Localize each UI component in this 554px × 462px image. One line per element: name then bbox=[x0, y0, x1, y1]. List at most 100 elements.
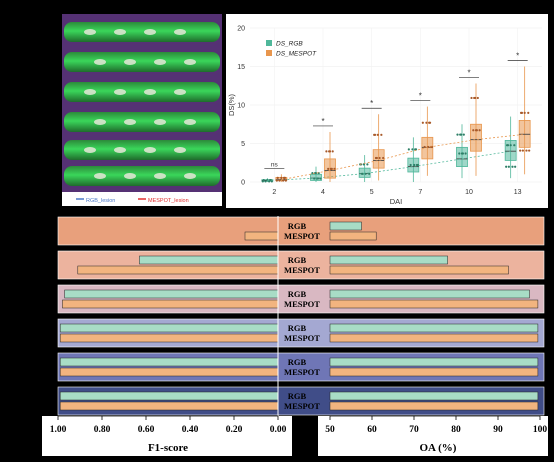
oa-tick-label: 90 bbox=[493, 425, 503, 435]
lesion bbox=[184, 59, 196, 65]
box-plot: 0 5 10 15 20 2 4 5 7 10 13 DAI DS(%) ns * * * * * DS_RGB D… bbox=[226, 14, 548, 208]
y-tick-label: 20 bbox=[237, 26, 245, 33]
row-label-rgb: RGB bbox=[288, 357, 307, 367]
data-point bbox=[523, 111, 526, 114]
lesion bbox=[84, 29, 96, 35]
trend-line bbox=[267, 150, 511, 181]
f1-tick-label: 1.00 bbox=[50, 425, 67, 435]
oa-bar-rgb bbox=[329, 221, 362, 231]
data-point bbox=[284, 179, 287, 182]
photo-legend-mespot: MESPOT_lesion bbox=[138, 198, 189, 204]
lesion bbox=[124, 173, 136, 179]
lesion bbox=[94, 173, 106, 179]
bar-row-background bbox=[57, 386, 545, 416]
f1-bar-rgb bbox=[59, 357, 279, 367]
f1-axis-panel bbox=[42, 416, 292, 456]
data-point bbox=[505, 165, 508, 168]
bar-row-background bbox=[57, 284, 545, 314]
lesion bbox=[124, 59, 136, 65]
f1-bar-rgb bbox=[64, 289, 279, 299]
oa-tick-label: 100 bbox=[533, 425, 548, 435]
oa-bar-mespot bbox=[329, 265, 509, 275]
oa-bar-rgb bbox=[329, 391, 539, 401]
bar-chart: RGBMESPOTRGBMESPOTRGBMESPOTRGBMESPOTRGBM… bbox=[42, 216, 548, 456]
box bbox=[372, 149, 385, 169]
significance-label: * bbox=[370, 99, 373, 108]
data-point bbox=[414, 148, 417, 151]
legend-swatch bbox=[266, 40, 272, 46]
x-tick-label: 4 bbox=[321, 189, 325, 196]
lesion bbox=[84, 147, 96, 153]
data-point bbox=[262, 178, 265, 182]
f1-tick-label: 0.80 bbox=[94, 425, 111, 435]
significance-label: * bbox=[419, 92, 422, 101]
x-tick-label: 5 bbox=[370, 189, 374, 196]
data-point bbox=[519, 149, 522, 152]
data-point bbox=[268, 178, 272, 182]
oa-axis-label: OA (%) bbox=[420, 442, 457, 454]
row-label-mespot: MESPOT bbox=[284, 333, 320, 343]
data-point bbox=[280, 176, 283, 179]
lesion bbox=[84, 89, 96, 95]
leaf bbox=[64, 82, 220, 102]
row-label-rgb: RGB bbox=[288, 289, 307, 299]
data-point bbox=[514, 165, 517, 168]
oa-tick-label: 80 bbox=[451, 425, 461, 435]
x-tick-label: 2 bbox=[272, 189, 276, 196]
lesion bbox=[144, 147, 156, 153]
bar-row-background bbox=[57, 250, 545, 280]
data-point bbox=[278, 179, 281, 182]
bar-row-background bbox=[57, 352, 545, 382]
f1-bar-mespot bbox=[59, 333, 279, 343]
data-point bbox=[362, 163, 365, 166]
row-label-rgb: RGB bbox=[288, 221, 307, 231]
data-point bbox=[470, 96, 473, 100]
data-point bbox=[276, 176, 279, 179]
row-label-rgb: RGB bbox=[288, 323, 307, 333]
data-point bbox=[472, 129, 475, 132]
data-point bbox=[511, 165, 514, 168]
row-label-mespot: MESPOT bbox=[284, 231, 320, 241]
data-point bbox=[425, 121, 428, 124]
f1-tick-label: 0.20 bbox=[226, 425, 243, 435]
oa-bar-rgb bbox=[329, 323, 539, 333]
photo-legend-mespot-label: MESPOT_lesion bbox=[148, 198, 189, 204]
lesion bbox=[154, 173, 166, 179]
y-tick-label: 10 bbox=[237, 103, 245, 110]
x-tick-label: 7 bbox=[418, 189, 422, 196]
lesion bbox=[174, 147, 186, 153]
x-tick-label: 10 bbox=[465, 189, 473, 196]
box bbox=[421, 136, 434, 160]
f1-bar-mespot bbox=[59, 367, 279, 377]
f1-tick-label: 0.60 bbox=[138, 425, 155, 435]
data-point bbox=[264, 180, 267, 183]
data-point bbox=[382, 156, 385, 160]
data-point bbox=[380, 133, 383, 136]
oa-tick-label: 60 bbox=[367, 425, 377, 435]
lesion bbox=[124, 119, 136, 125]
data-point bbox=[521, 149, 524, 152]
f1-bar-rgb bbox=[59, 391, 279, 401]
lesion bbox=[154, 59, 166, 65]
lesion bbox=[94, 119, 106, 125]
y-tick-label: 5 bbox=[241, 141, 245, 148]
row-label-mespot: MESPOT bbox=[284, 265, 320, 275]
oa-bar-rgb bbox=[329, 357, 539, 367]
lesion bbox=[184, 119, 196, 125]
box bbox=[456, 146, 468, 168]
significance-label: * bbox=[321, 117, 324, 126]
lesion bbox=[174, 89, 186, 95]
row-label-rgb: RGB bbox=[288, 255, 307, 265]
data-point bbox=[525, 149, 528, 152]
data-point bbox=[507, 165, 510, 168]
box bbox=[504, 140, 517, 161]
data-point bbox=[462, 133, 465, 136]
oa-bar-mespot bbox=[329, 367, 539, 377]
data-point bbox=[373, 133, 376, 136]
f1-axis-label: F1-score bbox=[148, 442, 188, 454]
data-point bbox=[519, 111, 523, 114]
data-point bbox=[374, 156, 378, 160]
f1-bar-rgb bbox=[59, 323, 279, 333]
data-point bbox=[459, 133, 462, 136]
